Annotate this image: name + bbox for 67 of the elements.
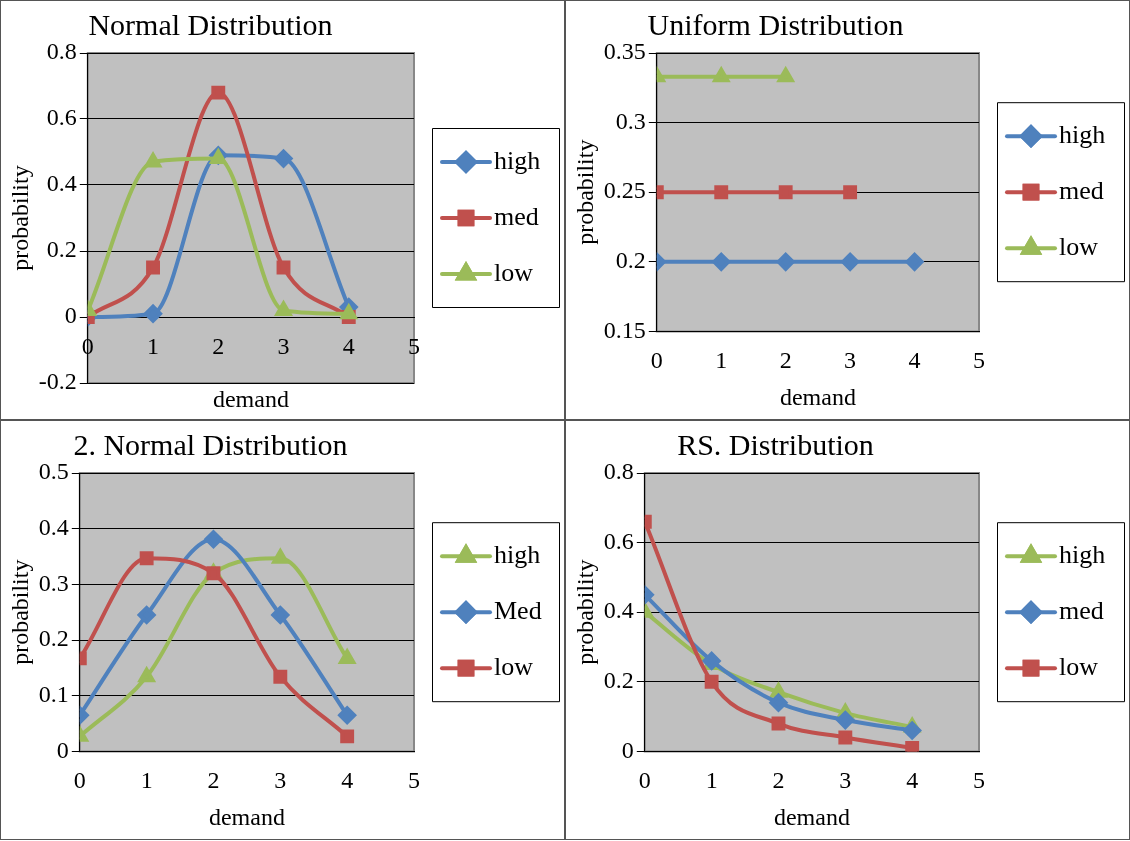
x-tick-label: 2 (212, 332, 225, 359)
x-tick-label: 1 (715, 347, 728, 374)
legend-label: low (494, 652, 534, 682)
legend-label: med (1059, 176, 1104, 206)
chart-title: Normal Distribution (88, 7, 333, 41)
y-tick-label: 0.8 (603, 458, 634, 485)
legend-label: high (494, 540, 541, 570)
y-tick-label: -0.2 (38, 368, 77, 395)
y-tick-label: 0.1 (38, 681, 69, 708)
x-tick-label: 3 (844, 347, 857, 374)
legend-label: med (1059, 596, 1104, 626)
y-axis-title: probability (6, 559, 33, 665)
y-tick-label: 0.2 (615, 247, 646, 274)
legend-label: high (1059, 540, 1106, 570)
y-tick-label: 0.3 (615, 107, 646, 134)
y-axis-title: probability (571, 559, 598, 665)
y-tick-label: 0 (621, 736, 634, 763)
y-tick-label: 0 (56, 736, 69, 763)
y-tick-label: 0.2 (46, 236, 77, 263)
x-tick-label: 0 (650, 347, 663, 374)
x-tick-label: 5 (973, 767, 985, 794)
x-tick-label: 3 (839, 767, 852, 794)
y-axis-title: probability (6, 165, 33, 271)
chart-title: 2. Normal Distribution (73, 427, 348, 461)
x-tick-label: 4 (342, 332, 355, 359)
x-tick-label: 2 (779, 347, 792, 374)
x-tick-label: 1 (705, 767, 718, 794)
x-tick-label: 2 (207, 767, 220, 794)
legend-label: high (494, 145, 541, 175)
y-tick-label: 0.2 (603, 667, 634, 694)
x-axis-title: demand (773, 803, 850, 830)
legend-label: med (494, 201, 539, 231)
legend-label: Med (494, 596, 542, 626)
x-tick-label: 5 (973, 347, 985, 374)
x-axis-title: demand (779, 383, 856, 410)
x-tick-label: 2 (772, 767, 785, 794)
y-tick-label: 0.2 (38, 625, 69, 652)
y-tick-label: 0 (64, 302, 77, 329)
y-tick-label: 0.35 (603, 38, 646, 65)
y-tick-label: 0.25 (603, 177, 646, 204)
chart-title: RS. Distribution (677, 427, 874, 461)
legend-label: low (494, 257, 534, 287)
x-tick-label: 3 (277, 332, 290, 359)
x-tick-label: 3 (274, 767, 287, 794)
y-tick-label: 0.4 (46, 170, 77, 197)
y-tick-label: 0.5 (38, 458, 69, 485)
y-axis-title: probability (571, 139, 598, 245)
x-tick-label: 4 (906, 767, 919, 794)
x-axis-title: demand (212, 386, 289, 413)
y-tick-label: 0.15 (603, 316, 646, 343)
x-tick-label: 5 (408, 767, 420, 794)
x-axis-title: demand (208, 803, 285, 830)
y-tick-label: 0.6 (603, 527, 634, 554)
legend-label: high (1059, 120, 1106, 150)
y-tick-label: 0.4 (603, 597, 634, 624)
y-tick-label: 0.3 (38, 569, 69, 596)
y-tick-label: 0.6 (46, 104, 77, 131)
legend-label: low (1059, 232, 1099, 262)
chart-title: Uniform Distribution (647, 7, 904, 41)
x-tick-label: 1 (140, 767, 153, 794)
legend-label: low (1059, 652, 1099, 682)
y-tick-label: 0.8 (46, 38, 77, 65)
x-tick-label: 4 (908, 347, 921, 374)
x-tick-label: 1 (147, 332, 160, 359)
y-tick-label: 0.4 (38, 513, 69, 540)
x-tick-label: 4 (341, 767, 354, 794)
x-tick-label: 5 (408, 332, 420, 359)
